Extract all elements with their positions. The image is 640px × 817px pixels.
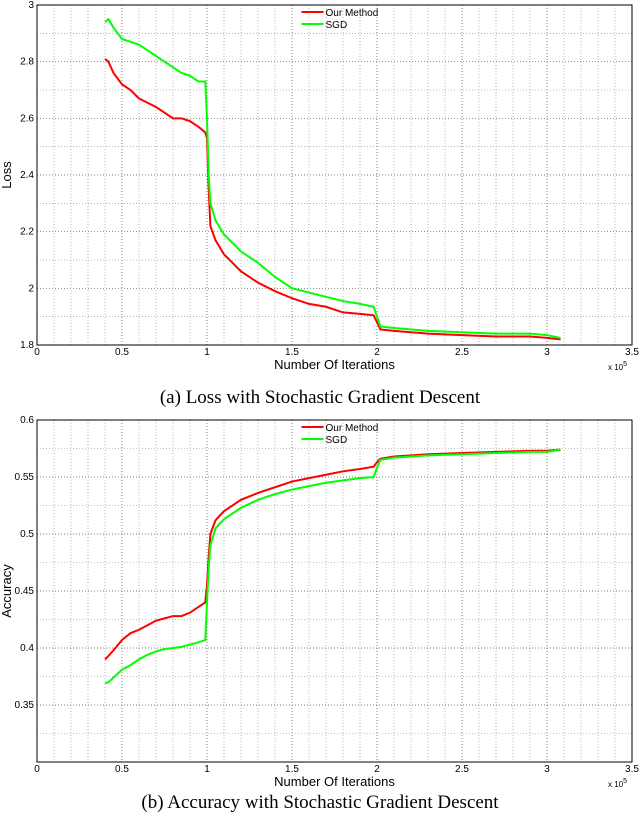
x-axis-label: Number Of Iterations: [274, 774, 395, 789]
x-axis-label: Number Of Iterations: [274, 357, 395, 372]
x-tick-label: 2.5: [455, 764, 469, 775]
legend-label: SGD: [326, 20, 348, 31]
x-tick-label: 3.5: [625, 764, 639, 775]
y-tick-label: 2.6: [20, 113, 34, 124]
multiplier-base: x 10: [608, 363, 624, 372]
multiplier-exponent: 5: [623, 361, 627, 368]
x-tick-label: 0: [34, 347, 40, 358]
legend-label: Our Method: [326, 423, 379, 434]
x-tick-label: 2: [374, 764, 380, 775]
series-line: [104, 448, 561, 661]
x-tick-label: 2: [374, 347, 380, 358]
series-line: [104, 448, 561, 685]
x-tick-label: 3.5: [625, 347, 639, 358]
x-multiplier: x 105: [608, 361, 627, 372]
legend-label: Our Method: [326, 8, 379, 19]
y-tick-label: 2.8: [20, 57, 34, 68]
caption: (a) Loss with Stochastic Gradient Descen…: [160, 387, 481, 408]
x-tick-label: 2.5: [455, 347, 469, 358]
series-line: [104, 58, 561, 341]
multiplier-base: x 10: [608, 780, 624, 789]
multiplier-exponent: 5: [623, 778, 627, 785]
y-tick-label: 0.6: [20, 415, 34, 426]
x-tick-label: 1.5: [285, 347, 299, 358]
y-axis-label: Accuracy: [0, 564, 14, 618]
chart: 0 0.5 1 1.5 2 2.5 3 3.5 1.8 2 2.2 2.4 2.6 2.8 3 Our Met…: [0, 0, 639, 408]
y-tick-label: 0.4: [20, 643, 34, 654]
y-tick-label: 2.4: [20, 170, 34, 181]
legend-label: SGD: [326, 435, 348, 446]
x-tick-label: 0: [34, 764, 40, 775]
y-tick-label: 0.55: [15, 472, 35, 483]
y-tick-label: 2.2: [20, 227, 34, 238]
y-tick-label: 0.5: [20, 529, 34, 540]
x-tick-label: 0.5: [115, 347, 129, 358]
series-line: [104, 17, 561, 339]
x-tick-label: 3: [544, 347, 550, 358]
x-tick-label: 0.5: [115, 764, 129, 775]
chart: 0 0.5 1 1.5 2 2.5 3 3.5 0.35 0.4 0.45 0.5 0.55 0.6 Our…: [0, 415, 639, 813]
x-tick-label: 3: [544, 764, 550, 775]
y-tick-label: 2: [28, 283, 34, 294]
y-tick-label: 0.45: [15, 586, 35, 597]
x-tick-label: 1: [204, 764, 210, 775]
x-multiplier: x 105: [608, 778, 627, 789]
y-axis-label: Loss: [0, 161, 14, 189]
caption: (b) Accuracy with Stochastic Gradient De…: [141, 792, 499, 813]
plot-frame: [36, 419, 633, 763]
x-tick-label: 1.5: [285, 764, 299, 775]
x-tick-label: 1: [204, 347, 210, 358]
y-tick-label: 3: [28, 0, 34, 11]
plot-frame: [36, 4, 633, 346]
y-tick-label: 0.35: [15, 700, 35, 711]
y-tick-label: 1.8: [20, 340, 34, 351]
